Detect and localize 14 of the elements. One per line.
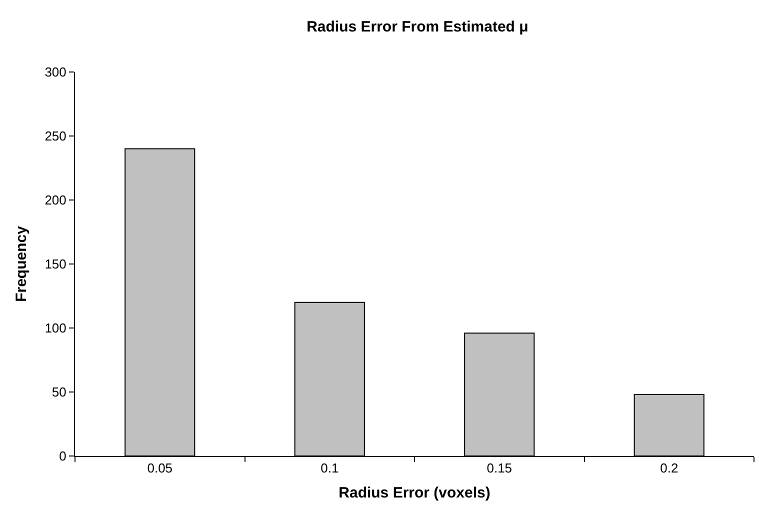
x-tick-label: 0.05 xyxy=(147,460,173,476)
y-tick-label: 0 xyxy=(59,448,66,464)
y-tick-label: 50 xyxy=(52,384,66,400)
y-tick-label: 300 xyxy=(44,64,66,80)
y-tick-label: 100 xyxy=(44,320,66,336)
x-tick-label: 0.15 xyxy=(486,460,512,476)
x-tick-label: 0.2 xyxy=(660,460,678,476)
y-tick-label: 250 xyxy=(44,128,66,144)
x-axis-title: Radius Error (voxels) xyxy=(338,484,490,502)
y-tick-label: 200 xyxy=(44,192,66,208)
x-tick-label: 0.1 xyxy=(320,460,339,476)
chart-title: Radius Error From Estimated μ xyxy=(306,18,528,36)
y-axis-title: Frequency xyxy=(12,225,30,302)
y-tick-label: 150 xyxy=(44,256,66,272)
